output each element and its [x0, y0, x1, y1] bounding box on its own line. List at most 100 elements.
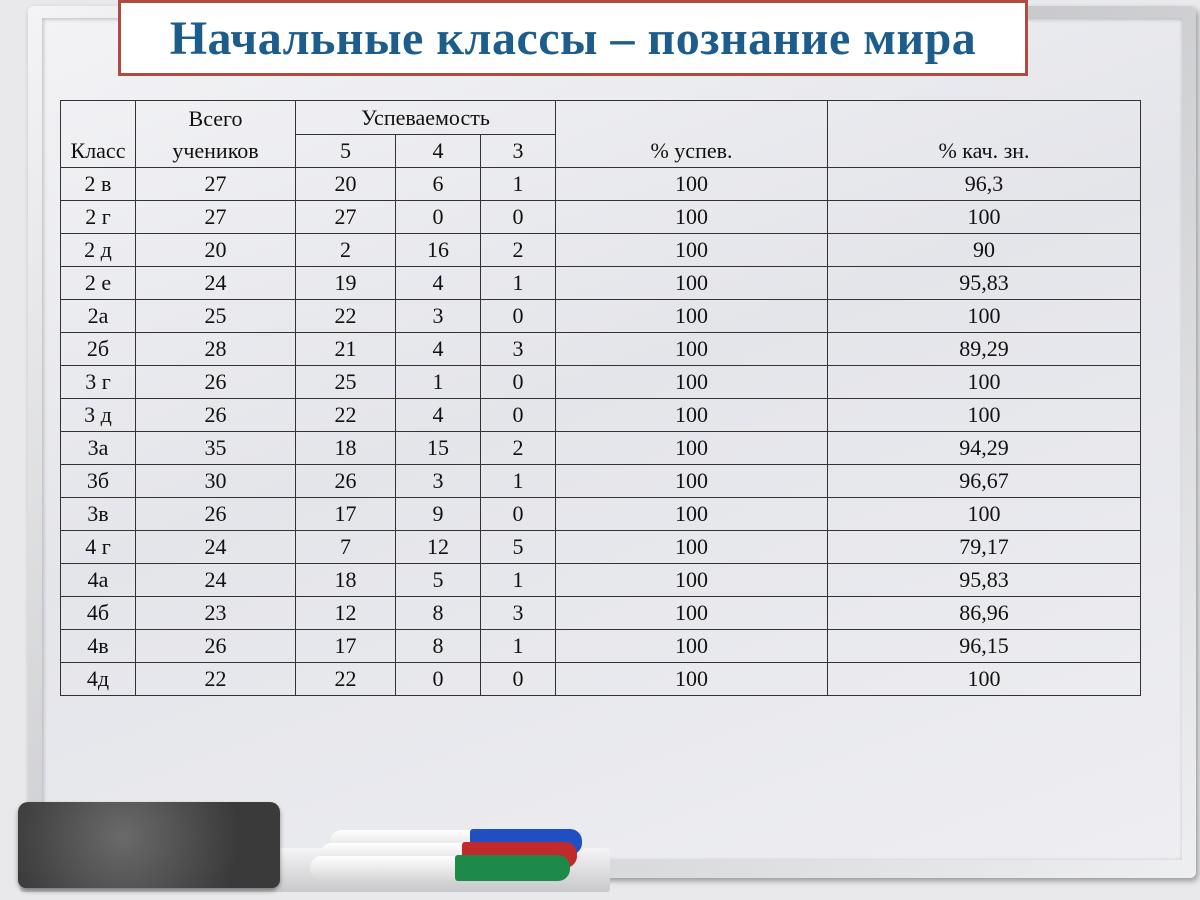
cell-grade4: 8 — [395, 629, 481, 663]
cell-total: 26 — [135, 365, 296, 399]
title-box: Начальные классы – познание мира — [118, 0, 1028, 76]
cell-class: 3 г — [60, 365, 136, 399]
table-row: 2 в 27 20 6 1 100 96,3 — [60, 167, 1141, 201]
grades-table: Класс Всего учеников Успеваемость % успе… — [60, 100, 1141, 696]
cell-grade3: 0 — [480, 200, 556, 234]
cell-class: 3 д — [60, 398, 136, 432]
cell-class: 4а — [60, 563, 136, 597]
table-row: 4 г 24 7 12 5 100 79,17 — [60, 530, 1141, 564]
cell-grade3: 1 — [480, 629, 556, 663]
cell-grade3: 0 — [480, 662, 556, 696]
cell-total: 24 — [135, 563, 296, 597]
table-row: 3в 26 17 9 0 100 100 — [60, 497, 1141, 531]
cell-quality-pct: 96,67 — [827, 464, 1141, 498]
page-title: Начальные классы – познание мира — [169, 11, 977, 65]
cell-quality-pct: 100 — [827, 365, 1141, 399]
cell-grade3: 0 — [480, 365, 556, 399]
cell-grade4: 1 — [395, 365, 481, 399]
cell-total: 35 — [135, 431, 296, 465]
table-row: 2 г 27 27 0 0 100 100 — [60, 200, 1141, 234]
cell-grade5: 22 — [295, 398, 396, 432]
cell-grade4: 4 — [395, 398, 481, 432]
cell-class: 4 г — [60, 530, 136, 564]
cell-grade5: 18 — [295, 563, 396, 597]
cell-grade3: 0 — [480, 398, 556, 432]
cell-grade5: 17 — [295, 497, 396, 531]
cell-class: 3а — [60, 431, 136, 465]
cell-grade5: 20 — [295, 167, 396, 201]
cell-grade3: 3 — [480, 332, 556, 366]
cell-grade3: 2 — [480, 233, 556, 267]
cell-quality-pct: 100 — [827, 398, 1141, 432]
cell-grade3: 0 — [480, 299, 556, 333]
cell-total: 26 — [135, 497, 296, 531]
cell-class: 2а — [60, 299, 136, 333]
cell-quality-pct: 86,96 — [827, 596, 1141, 630]
cell-success-pct: 100 — [555, 596, 828, 630]
cell-grade4: 0 — [395, 200, 481, 234]
cell-class: 2 г — [60, 200, 136, 234]
cell-grade5: 21 — [295, 332, 396, 366]
cell-grade5: 18 — [295, 431, 396, 465]
cell-grade4: 4 — [395, 266, 481, 300]
cell-grade5: 25 — [295, 365, 396, 399]
cell-quality-pct: 100 — [827, 200, 1141, 234]
cell-success-pct: 100 — [555, 530, 828, 564]
cell-quality-pct: 95,83 — [827, 266, 1141, 300]
green-marker — [310, 856, 460, 880]
cell-quality-pct: 100 — [827, 299, 1141, 333]
cell-grade3: 1 — [480, 167, 556, 201]
cell-class: 3в — [60, 497, 136, 531]
table-row: 4а 24 18 5 1 100 95,83 — [60, 563, 1141, 597]
cell-grade4: 5 — [395, 563, 481, 597]
cell-grade4: 4 — [395, 332, 481, 366]
cell-grade4: 6 — [395, 167, 481, 201]
cell-quality-pct: 96,15 — [827, 629, 1141, 663]
header-grade-3: 3 — [480, 134, 556, 168]
cell-grade5: 22 — [295, 662, 396, 696]
cell-grade3: 2 — [480, 431, 556, 465]
cell-class: 4б — [60, 596, 136, 630]
cell-grade5: 19 — [295, 266, 396, 300]
cell-grade4: 3 — [395, 464, 481, 498]
cell-grade4: 0 — [395, 662, 481, 696]
cell-success-pct: 100 — [555, 299, 828, 333]
table-row: 4в 26 17 8 1 100 96,15 — [60, 629, 1141, 663]
cell-grade4: 15 — [395, 431, 481, 465]
cell-class: 4д — [60, 662, 136, 696]
cell-total: 30 — [135, 464, 296, 498]
cell-total: 25 — [135, 299, 296, 333]
header-quality-pct: % кач. зн. — [827, 100, 1141, 168]
cell-grade4: 9 — [395, 497, 481, 531]
cell-grade5: 27 — [295, 200, 396, 234]
cell-grade3: 1 — [480, 563, 556, 597]
cell-quality-pct: 94,29 — [827, 431, 1141, 465]
cell-quality-pct: 96,3 — [827, 167, 1141, 201]
cell-grade5: 17 — [295, 629, 396, 663]
table-row: 2б 28 21 4 3 100 89,29 — [60, 332, 1141, 366]
cell-total: 26 — [135, 629, 296, 663]
cell-success-pct: 100 — [555, 167, 828, 201]
cell-grade3: 1 — [480, 266, 556, 300]
cell-total: 26 — [135, 398, 296, 432]
header-class: Класс — [60, 100, 136, 168]
cell-grade5: 22 — [295, 299, 396, 333]
cell-class: 4в — [60, 629, 136, 663]
cell-quality-pct: 100 — [827, 662, 1141, 696]
cell-success-pct: 100 — [555, 464, 828, 498]
cell-success-pct: 100 — [555, 662, 828, 696]
cell-success-pct: 100 — [555, 233, 828, 267]
cell-grade5: 7 — [295, 530, 396, 564]
cell-total: 27 — [135, 200, 296, 234]
cell-quality-pct: 100 — [827, 497, 1141, 531]
cell-success-pct: 100 — [555, 563, 828, 597]
cell-success-pct: 100 — [555, 332, 828, 366]
cell-grade5: 2 — [295, 233, 396, 267]
header-performance: Успеваемость — [295, 100, 556, 135]
cell-grade4: 3 — [395, 299, 481, 333]
cell-quality-pct: 79,17 — [827, 530, 1141, 564]
cell-class: 2б — [60, 332, 136, 366]
cell-grade4: 8 — [395, 596, 481, 630]
table-row: 3б 30 26 3 1 100 96,67 — [60, 464, 1141, 498]
cell-quality-pct: 95,83 — [827, 563, 1141, 597]
